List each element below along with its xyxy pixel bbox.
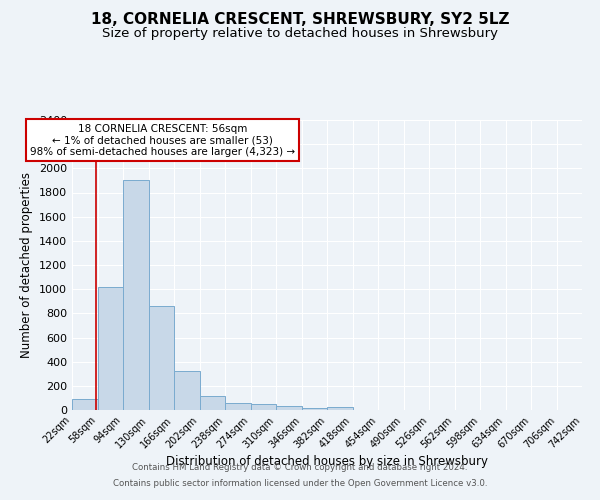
Text: 18, CORNELIA CRESCENT, SHREWSBURY, SY2 5LZ: 18, CORNELIA CRESCENT, SHREWSBURY, SY2 5… [91,12,509,28]
Text: 18 CORNELIA CRESCENT: 56sqm
← 1% of detached houses are smaller (53)
98% of semi: 18 CORNELIA CRESCENT: 56sqm ← 1% of deta… [30,124,295,157]
Bar [97,287,123,410]
Bar [199,396,225,410]
Bar [251,404,276,410]
X-axis label: Distribution of detached houses by size in Shrewsbury: Distribution of detached houses by size … [166,456,488,468]
Text: Size of property relative to detached houses in Shrewsbury: Size of property relative to detached ho… [102,28,498,40]
Text: Contains public sector information licensed under the Open Government Licence v3: Contains public sector information licen… [113,478,487,488]
Bar [327,408,353,410]
Bar [276,406,302,410]
Bar [149,306,174,410]
Bar [123,180,149,410]
Bar [174,372,199,410]
Text: Contains HM Land Registry data © Crown copyright and database right 2024.: Contains HM Land Registry data © Crown c… [132,464,468,472]
Bar [72,398,97,410]
Y-axis label: Number of detached properties: Number of detached properties [20,172,34,358]
Bar [225,404,251,410]
Bar [302,408,327,410]
